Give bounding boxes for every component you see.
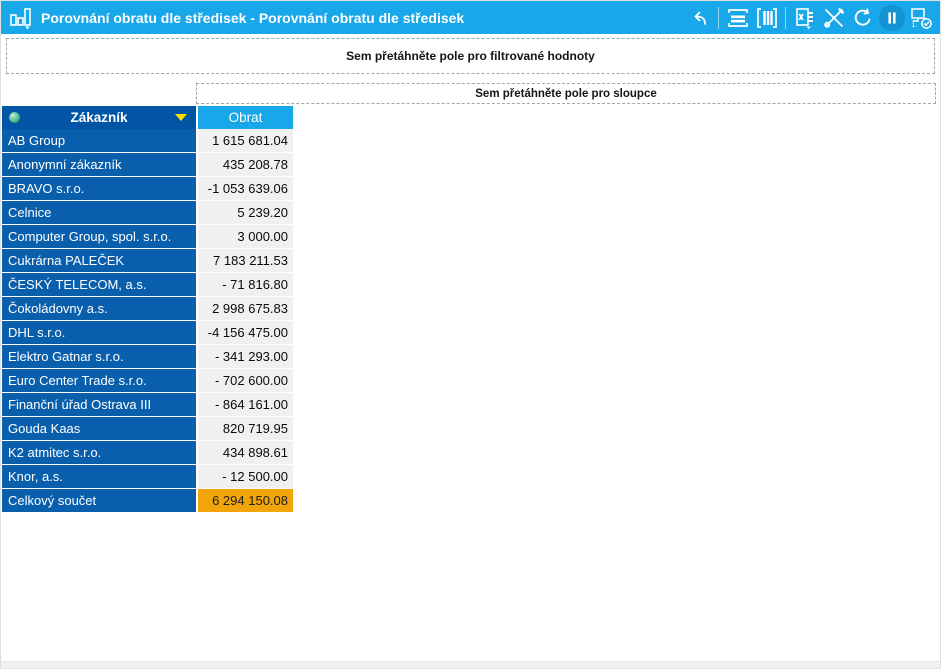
row-header-cell[interactable]: Zákazník [2, 106, 196, 129]
row-name-cell[interactable]: K2 atmitec s.r.o. [2, 441, 196, 464]
row-header-label: Zákazník [70, 110, 128, 125]
filter-drop-zone-label: Sem přetáhněte pole pro filtrované hodno… [346, 49, 595, 63]
row-name-cell[interactable]: Euro Center Trade s.r.o. [2, 369, 196, 392]
row-value-cell[interactable]: - 864 161.00 [198, 393, 293, 416]
row-name-cell[interactable]: Anonymní zákazník [2, 153, 196, 176]
row-name-cell[interactable]: Čokoládovny a.s. [2, 297, 196, 320]
table-row: Čokoládovny a.s. 2 998 675.83 [2, 297, 294, 320]
filter-drop-zone[interactable]: Sem přetáhněte pole pro filtrované hodno… [6, 38, 935, 74]
pause-circle [878, 4, 905, 31]
table-row: Elektro Gatnar s.r.o. - 341 293.00 [2, 345, 294, 368]
row-name-cell[interactable]: BRAVO s.r.o. [2, 177, 196, 200]
row-value-cell[interactable]: 1 615 681.04 [198, 129, 293, 152]
title-bar: Porovnání obratu dle středisek - Porovná… [1, 1, 940, 34]
page-title: Porovnání obratu dle středisek - Porovná… [41, 9, 465, 26]
row-value-cell[interactable]: 434 898.61 [198, 441, 293, 464]
pause-icon[interactable] [878, 4, 905, 31]
columns-drop-zone-label: Sem přetáhněte pole pro sloupce [475, 87, 657, 100]
columns-drop-spacer [1, 83, 196, 104]
toolbar-separator [718, 6, 719, 29]
table-row: BRAVO s.r.o. -1 053 639.06 [2, 177, 294, 200]
table-row: Euro Center Trade s.r.o. - 702 600.00 [2, 369, 294, 392]
toolbar-separator [785, 6, 786, 29]
customize-icon[interactable] [820, 4, 847, 31]
row-value-cell[interactable]: 2 998 675.83 [198, 297, 293, 320]
columns-drop-zone[interactable]: Sem přetáhněte pole pro sloupce [196, 83, 936, 104]
value-header-cell[interactable]: Obrat [198, 106, 293, 129]
table-row: K2 atmitec s.r.o. 434 898.61 [2, 441, 294, 464]
table-row: Finanční úřad Ostrava III - 864 161.00 [2, 393, 294, 416]
row-value-cell[interactable]: - 12 500.00 [198, 465, 293, 488]
row-name-cell[interactable]: AB Group [2, 129, 196, 152]
toolbar: 1. [686, 4, 934, 31]
table-row: Celnice 5 239.20 [2, 201, 294, 224]
row-value-cell[interactable]: -4 156 475.00 [198, 321, 293, 344]
columns-drop-row: Sem přetáhněte pole pro sloupce [1, 83, 936, 104]
dimension-sphere-icon [9, 112, 20, 123]
total-name-cell[interactable]: Celkový součet [2, 489, 196, 512]
total-value-cell[interactable]: 6 294 150.08 [198, 489, 293, 512]
total-row: Celkový součet 6 294 150.08 [2, 489, 294, 512]
row-name-cell[interactable]: DHL s.r.o. [2, 321, 196, 344]
connection-status-icon[interactable]: 1. [907, 4, 934, 31]
row-value-cell[interactable]: - 71 816.80 [198, 273, 293, 296]
refresh-icon[interactable] [849, 4, 876, 31]
undo-icon[interactable] [686, 4, 713, 31]
svg-text:1.: 1. [911, 22, 917, 29]
row-name-cell[interactable]: Computer Group, spol. s.r.o. [2, 225, 196, 248]
row-name-cell[interactable]: Gouda Kaas [2, 417, 196, 440]
pivot-header-row: Zákazník Obrat [2, 106, 294, 129]
table-row: ČESKÝ TELECOM, a.s. - 71 816.80 [2, 273, 294, 296]
row-name-cell[interactable]: Knor, a.s. [2, 465, 196, 488]
row-value-cell[interactable]: 7 183 211.53 [198, 249, 293, 272]
table-row: Cukrárna PALEČEK 7 183 211.53 [2, 249, 294, 272]
table-row: Anonymní zákazník 435 208.78 [2, 153, 294, 176]
column-area-icon[interactable] [753, 4, 780, 31]
row-area-icon[interactable] [724, 4, 751, 31]
table-row: AB Group 1 615 681.04 [2, 129, 294, 152]
row-value-cell[interactable]: 5 239.20 [198, 201, 293, 224]
bottom-status-strip [1, 661, 940, 668]
row-value-cell[interactable]: 435 208.78 [198, 153, 293, 176]
pivot-rows: AB Group 1 615 681.04 Anonymní zákazník … [2, 129, 294, 488]
pivot-table: Zákazník Obrat AB Group 1 615 681.04 Ano… [2, 106, 294, 512]
row-name-cell[interactable]: Finanční úřad Ostrava III [2, 393, 196, 416]
table-row: DHL s.r.o. -4 156 475.00 [2, 321, 294, 344]
row-value-cell[interactable]: - 702 600.00 [198, 369, 293, 392]
row-value-cell[interactable]: 3 000.00 [198, 225, 293, 248]
row-name-cell[interactable]: Elektro Gatnar s.r.o. [2, 345, 196, 368]
table-row: Knor, a.s. - 12 500.00 [2, 465, 294, 488]
table-row: Computer Group, spol. s.r.o. 3 000.00 [2, 225, 294, 248]
row-value-cell[interactable]: - 341 293.00 [198, 345, 293, 368]
filter-dropdown-icon[interactable] [175, 114, 187, 121]
row-name-cell[interactable]: Cukrárna PALEČEK [2, 249, 196, 272]
row-value-cell[interactable]: -1 053 639.06 [198, 177, 293, 200]
excel-export-icon[interactable] [791, 4, 818, 31]
row-value-cell[interactable]: 820 719.95 [198, 417, 293, 440]
bar-chart-icon [9, 6, 33, 30]
row-name-cell[interactable]: ČESKÝ TELECOM, a.s. [2, 273, 196, 296]
row-name-cell[interactable]: Celnice [2, 201, 196, 224]
table-row: Gouda Kaas 820 719.95 [2, 417, 294, 440]
